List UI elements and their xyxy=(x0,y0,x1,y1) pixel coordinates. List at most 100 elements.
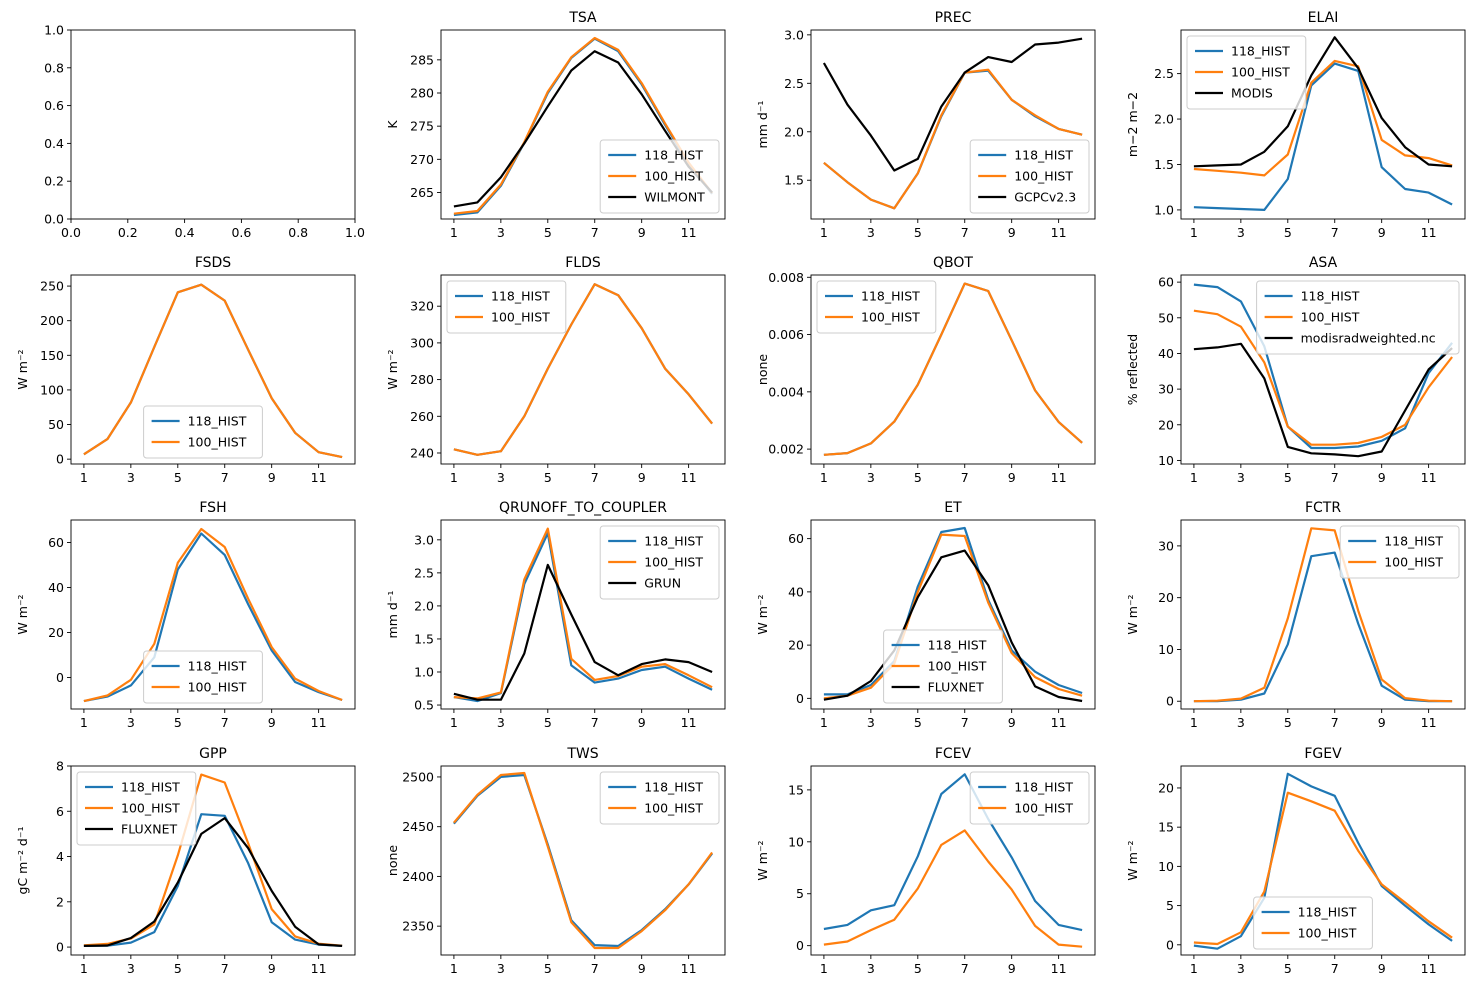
x-tick-label: 11 xyxy=(681,715,697,730)
x-tick-label: 5 xyxy=(1284,470,1292,485)
legend-label: 118_HIST xyxy=(1298,905,1357,920)
y-tick-label: 0 xyxy=(56,452,64,467)
legend-label: 100_HIST xyxy=(644,169,703,184)
y-tick-label: 285 xyxy=(410,52,434,67)
x-tick-label: 11 xyxy=(1421,470,1437,485)
legend: 118_HIST 100_HIST xyxy=(143,405,263,459)
x-tick-label: 1 xyxy=(450,225,458,240)
x-tick-label: 5 xyxy=(1284,961,1292,976)
series-line-100-hist xyxy=(1193,59,1453,177)
y-tick-label: 250 xyxy=(40,279,64,294)
subplot-title: ELAI xyxy=(1308,10,1339,26)
y-tick-label: 20 xyxy=(1158,780,1174,795)
legend-label: 100_HIST xyxy=(1231,65,1290,80)
legend-label: 118_HIST xyxy=(861,289,920,304)
legend: 118_HIST 100_HIST xyxy=(143,650,263,704)
y-tick-label: 60 xyxy=(788,531,804,546)
x-tick-label: 7 xyxy=(1331,470,1339,485)
legend-label: 100_HIST xyxy=(1301,310,1360,325)
axes-frame xyxy=(810,274,1096,465)
legend-box xyxy=(1339,525,1460,579)
axes-frame xyxy=(70,519,356,710)
series-line-100-hist xyxy=(1193,527,1453,703)
legend-label: 100_HIST xyxy=(1014,801,1073,816)
series-line-118-hist xyxy=(1193,62,1453,211)
x-tick-label: 5 xyxy=(174,715,182,730)
legend-label: 118_HIST xyxy=(491,289,550,304)
y-tick-label: 20 xyxy=(1158,590,1174,605)
y-tick-label: 0 xyxy=(56,940,64,955)
y-tick-label: 265 xyxy=(410,185,434,200)
x-tick-label: 9 xyxy=(1378,470,1386,485)
legend-label: 118_HIST xyxy=(644,534,703,549)
legend: 118_HIST 100_HIST xyxy=(1253,896,1373,950)
subplot-title: TWS xyxy=(566,746,598,762)
subplot-title: FCEV xyxy=(935,746,972,762)
subplot-asa: ASA 10 20 30 40 50 60 1 3 5 7 9 11 % reflected 118_HIS… xyxy=(1125,255,1466,485)
subplot-title: TSA xyxy=(568,10,597,26)
y-axis-label: mm d⁻¹ xyxy=(385,591,400,639)
y-axis-label: W m⁻² xyxy=(385,349,400,389)
y-tick-label: 275 xyxy=(410,119,434,134)
x-tick-label: 3 xyxy=(867,961,875,976)
subplot-elai: ELAI 1.0 1.5 2.0 2.5 1 3 5 7 9 11 m−2 m−2 118_HIST 10… xyxy=(1125,10,1466,240)
legend-label: 118_HIST xyxy=(1384,534,1443,549)
x-tick-label: 3 xyxy=(1237,715,1245,730)
y-tick-label: 50 xyxy=(1158,310,1174,325)
x-tick-label: 3 xyxy=(497,470,505,485)
axes-frame xyxy=(810,519,1096,710)
x-tick-label: 11 xyxy=(681,225,697,240)
x-tick-label: 0.4 xyxy=(175,225,195,240)
x-tick-label: 1 xyxy=(820,715,828,730)
legend-label: FLUXNET xyxy=(928,680,984,695)
x-tick-label: 1 xyxy=(1190,961,1198,976)
subplot-tws: TWS 2350 2400 2450 2500 1 3 5 7 9 11 none 118_HIST 10… xyxy=(385,746,726,976)
legend: 118_HIST 100_HIST WILMONT xyxy=(599,139,720,214)
y-tick-label: 2350 xyxy=(402,919,434,934)
y-tick-label: 2400 xyxy=(402,869,434,884)
legend-box xyxy=(1256,280,1460,355)
subplot-qbot: QBOT 0.002 0.004 0.006 0.008 1 3 5 7 9 11 none 118_H… xyxy=(755,255,1096,485)
x-tick-label: 7 xyxy=(221,961,229,976)
legend-label: MODIS xyxy=(1231,86,1273,101)
subplot-gpp: GPP 0 2 4 6 8 1 3 5 7 9 11 gC m⁻² d⁻¹ 118_HIST 100_HIS… xyxy=(15,746,356,976)
y-tick-label: 30 xyxy=(1158,382,1174,397)
y-tick-label: 5 xyxy=(1166,898,1174,913)
x-tick-label: 9 xyxy=(1008,470,1016,485)
legend-box xyxy=(76,771,197,846)
y-axis-label: none xyxy=(385,845,400,876)
y-axis-label: m−2 m−2 xyxy=(1125,92,1140,157)
y-axis-label: K xyxy=(385,120,400,129)
subplot-title: QBOT xyxy=(933,255,973,271)
legend-label: 100_HIST xyxy=(121,801,180,816)
axes-frame xyxy=(440,519,726,710)
y-tick-label: 1.0 xyxy=(414,664,434,679)
y-tick-label: 0.002 xyxy=(768,442,804,457)
x-tick-label: 7 xyxy=(961,470,969,485)
x-tick-label: 0.8 xyxy=(288,225,308,240)
y-tick-label: 0.008 xyxy=(768,270,804,285)
subplot-fcev: FCEV 0 5 10 15 1 3 5 7 9 11 W m⁻² 118_HIST 100_HIST xyxy=(755,746,1096,976)
x-tick-label: 11 xyxy=(1421,961,1437,976)
x-tick-label: 9 xyxy=(268,961,276,976)
subplot-fgev: FGEV 0 5 10 15 20 1 3 5 7 9 11 W m⁻² 118_HIST 100_HIST xyxy=(1125,746,1466,976)
y-axis-label: none xyxy=(755,354,770,385)
x-tick-label: 3 xyxy=(127,715,135,730)
legend-label: 100_HIST xyxy=(188,680,247,695)
y-tick-label: 280 xyxy=(410,372,434,387)
x-tick-label: 9 xyxy=(1378,715,1386,730)
y-tick-label: 60 xyxy=(48,535,64,550)
x-tick-label: 9 xyxy=(638,225,646,240)
y-tick-label: 150 xyxy=(40,348,64,363)
series-line-118-hist xyxy=(83,532,343,703)
y-axis-label: W m⁻² xyxy=(1125,840,1140,880)
series-line-100-hist xyxy=(453,527,713,700)
x-tick-label: 7 xyxy=(591,961,599,976)
legend: 118_HIST 100_HIST FLUXNET xyxy=(883,629,1003,704)
y-tick-label: 2450 xyxy=(402,819,434,834)
x-tick-label: 5 xyxy=(544,715,552,730)
y-tick-label: 2.0 xyxy=(1154,112,1174,127)
legend-box xyxy=(883,629,1003,704)
